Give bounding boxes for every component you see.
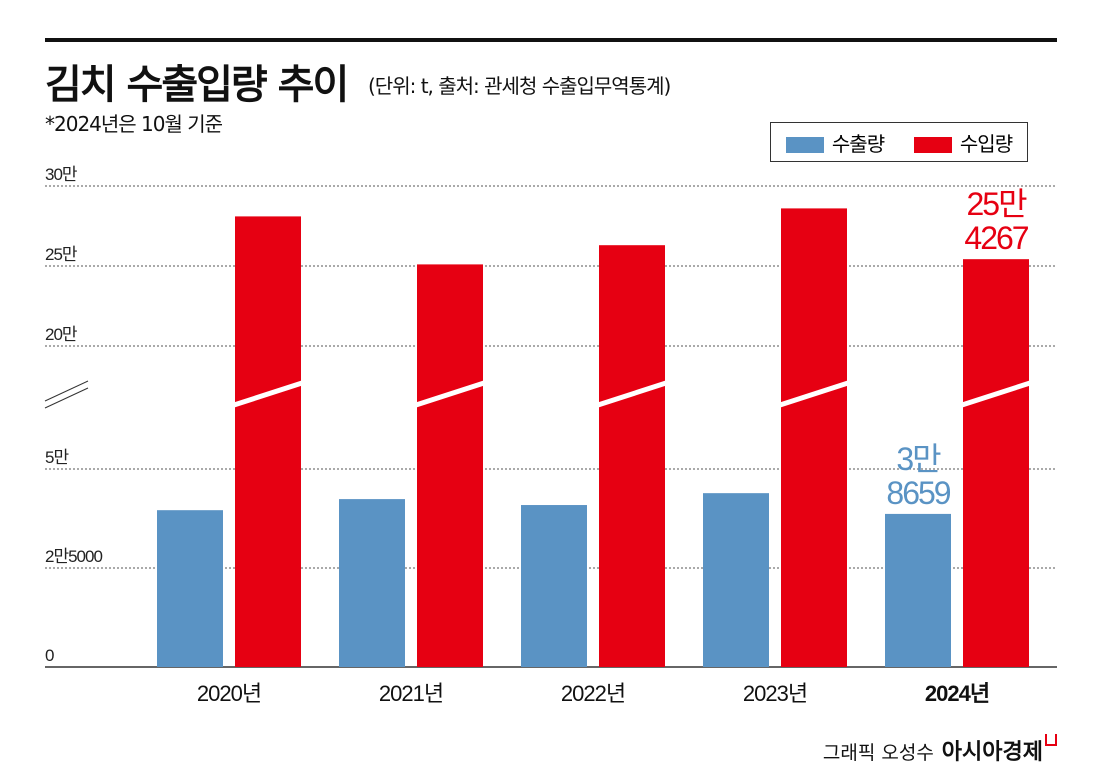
export-bar <box>521 505 587 667</box>
x-tick-label: 2020년 <box>197 681 261 706</box>
top-rule <box>45 38 1057 42</box>
export-bar <box>885 513 951 667</box>
bar-break-mark <box>415 380 485 408</box>
brand-mark-icon <box>1045 734 1057 746</box>
bar-break-mark <box>233 380 303 408</box>
legend-item-import: 수입량 <box>913 128 1013 157</box>
y-tick-label: 5만 <box>45 448 69 467</box>
bar-break-mark <box>779 380 849 408</box>
data-label: 3만 <box>896 441 941 477</box>
y-tick-label: 20만 <box>45 325 78 344</box>
export-bar <box>703 493 769 667</box>
brand-logo: 아시아경제 <box>941 740 1043 765</box>
x-tick-label: 2024년 <box>925 681 989 706</box>
y-tick-label: 25만 <box>45 245 78 264</box>
credit: 그래픽 오성수 아시아경제 <box>823 734 1057 766</box>
legend-label: 수출량 <box>831 131 885 156</box>
chart-title: 김치 수출입량 추이 <box>45 62 349 108</box>
x-tick-label: 2021년 <box>379 681 443 706</box>
x-tick-label: 2022년 <box>561 681 625 706</box>
chart-note: *2024년은 10월 기준 <box>45 112 223 136</box>
x-tick-label: 2023년 <box>743 681 807 706</box>
legend: 수출량 수입량 <box>770 122 1028 162</box>
y-tick-label: 30만 <box>45 165 78 184</box>
import-bar <box>963 259 1029 667</box>
export-bar <box>339 499 405 667</box>
legend-item-export: 수출량 <box>785 128 885 157</box>
chart-subtitle: (단위: t, 출처: 관세청 수출입무역통계) <box>368 74 671 98</box>
data-label: 8659 <box>886 475 950 511</box>
bar-break-mark <box>597 380 667 408</box>
y-tick-label: 2만5000 <box>45 547 102 566</box>
axis-break-mark <box>44 387 89 409</box>
data-label: 4267 <box>964 220 1028 256</box>
credit-text: 그래픽 오성수 <box>822 742 934 764</box>
y-tick-label: 0 <box>45 646 54 665</box>
axis-break-mark <box>44 380 89 402</box>
data-label: 25만 <box>966 186 1027 222</box>
import-bar <box>781 208 847 667</box>
import-bar <box>417 264 483 667</box>
bar-break-mark <box>961 380 1031 408</box>
legend-label: 수입량 <box>959 131 1013 156</box>
export-bar <box>157 510 223 667</box>
import-bar <box>599 245 665 667</box>
import-bar <box>235 216 301 667</box>
